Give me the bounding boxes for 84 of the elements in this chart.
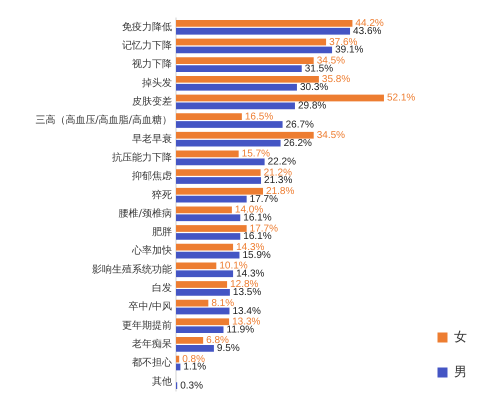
data-label: 11.9% (226, 324, 254, 336)
bar (176, 225, 247, 232)
data-label: 13.5% (232, 287, 262, 298)
bar (176, 214, 240, 222)
y-tick-label: 早老早衰 (132, 132, 172, 145)
bar (176, 113, 242, 120)
y-tick-label: 抗压能力下降 (112, 151, 172, 164)
bar (176, 188, 264, 195)
y-tick-label: 三高（高血压/高血脂/高血糖） (35, 114, 172, 126)
y-tick-label: 肥胖 (152, 226, 172, 238)
data-label: 14.3% (236, 268, 265, 280)
data-label: 13.4% (232, 306, 261, 317)
y-tick-label: 老年痴呆 (132, 338, 172, 350)
bar (176, 326, 224, 334)
bar (176, 262, 216, 270)
bar (176, 20, 352, 27)
bar (176, 177, 262, 184)
bar (176, 281, 228, 288)
data-label: 0.3% (180, 380, 204, 392)
data-label: 16.5% (244, 111, 274, 122)
bar (176, 244, 234, 251)
bar (176, 38, 326, 46)
y-tick-label: 掉头发 (142, 76, 172, 89)
data-label: 39.1% (335, 44, 364, 56)
data-label: 30.3% (300, 82, 328, 93)
bar (176, 121, 283, 128)
data-label: 8.1% (211, 298, 234, 309)
bar (176, 356, 180, 362)
y-tick-label: 抑郁焦虑 (132, 170, 172, 182)
data-label: 17.7% (250, 194, 278, 205)
data-label: 15.9% (242, 250, 271, 261)
bar (176, 57, 314, 64)
data-label: 9.5% (216, 343, 240, 354)
y-tick-label: 影响生殖系统功能 (92, 263, 172, 276)
bar (176, 102, 295, 110)
y-tick-label: 免疫力降低 (122, 20, 172, 33)
y-tick-label: 更年期提前 (122, 319, 172, 332)
bar (176, 46, 332, 54)
bar (176, 28, 350, 35)
bar (176, 169, 261, 176)
legend-label: 男 (454, 364, 467, 380)
bar (176, 300, 208, 306)
data-label: 31.5% (304, 63, 334, 74)
bar (176, 196, 247, 203)
data-label: 21.3% (264, 175, 292, 186)
data-label: 16.1% (243, 231, 272, 242)
y-tick-label: 卒中/中风 (128, 300, 172, 313)
y-tick-label: 猝死 (152, 188, 172, 201)
bar (176, 94, 384, 102)
bar (176, 158, 265, 166)
data-label: 34.5% (316, 130, 346, 142)
data-label: 22.2% (268, 156, 296, 168)
y-tick-label: 其他 (152, 375, 172, 388)
bar (176, 344, 214, 352)
bar (176, 337, 204, 344)
bar (176, 140, 281, 147)
bar (176, 65, 302, 72)
bar (176, 318, 230, 326)
data-label: 16.1% (243, 212, 272, 224)
bar (176, 84, 297, 91)
y-tick-label: 心率加快 (131, 244, 172, 257)
bar (176, 270, 234, 278)
bar (176, 76, 319, 83)
bar (176, 206, 232, 214)
y-tick-label: 记忆力下降 (122, 40, 172, 52)
bar (176, 233, 240, 240)
data-label: 26.2% (284, 138, 312, 149)
legend-label: 女 (454, 330, 467, 345)
bar (176, 150, 239, 158)
bar (176, 308, 230, 314)
y-tick-label: 都不担心 (132, 356, 172, 369)
data-label: 52.1% (386, 92, 416, 104)
y-tick-label: 皮肤变差 (132, 96, 172, 108)
bar (176, 289, 230, 296)
bar (176, 132, 314, 139)
data-label: 43.6% (353, 26, 382, 38)
y-tick-label: 视力下降 (132, 58, 172, 70)
data-label: 29.8% (298, 100, 326, 112)
y-tick-label: 腰椎/颈椎病 (118, 207, 172, 220)
y-tick-label: 白发 (152, 282, 172, 294)
data-label: 1.1% (183, 362, 206, 373)
data-label: 26.7% (286, 119, 314, 130)
bar (176, 252, 240, 258)
bar (176, 364, 180, 370)
